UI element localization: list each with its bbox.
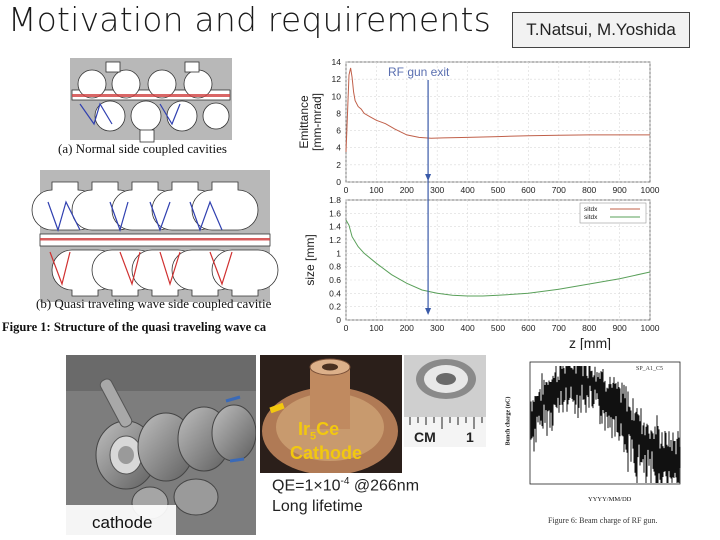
x-tick-label: 500: [491, 185, 505, 195]
x-tick-label: 400: [461, 185, 475, 195]
cavity-caption-a: (a) Normal side coupled cavities: [58, 141, 227, 156]
x-tick-label: 900: [613, 323, 627, 333]
y-tick-label: 12: [332, 74, 342, 84]
cavity-figure-caption: Figure 1: Structure of the quasi traveli…: [2, 320, 267, 334]
beam-charge-plot: [529, 361, 681, 485]
rf-gun-exit-label: RF gun exit: [388, 65, 450, 79]
x-tick-label: 800: [582, 185, 596, 195]
material-ce: Ce: [316, 419, 340, 439]
y-tick-label: 0: [336, 177, 341, 187]
y-tick-label: 0.6: [329, 275, 341, 285]
ruler-cm-text: CM: [414, 429, 436, 445]
y-tick-label: 1.6: [329, 208, 341, 218]
y-tick-label: 8: [336, 108, 341, 118]
series-line: [345, 67, 650, 153]
x-tick-label: 0: [344, 323, 349, 333]
x-tick-label: 400: [461, 323, 475, 333]
size-chart: 0 100 200 300 400 500 600 700 800 900 1000 0 0.2 0.4 0…: [303, 195, 660, 350]
x-tick-label: 900: [613, 185, 627, 195]
series-line: [345, 219, 651, 297]
x-tick-label: 600: [521, 185, 535, 195]
y-tick-label: 14: [332, 57, 342, 67]
x-tick-label: 800: [582, 323, 596, 333]
emittance-chart: 0 100 200 300 400 500 600 700 800 900 1000 0 2 4 6 8 10 1…: [297, 57, 660, 195]
y-tick-label: 1.4: [329, 222, 341, 232]
y-tick-label: 2: [336, 160, 341, 170]
x-tick-label: 1000: [641, 185, 660, 195]
x-tick-label: 200: [400, 323, 414, 333]
beam-legend: SP_A1_C5: [636, 366, 664, 372]
legend-entry: sitdx: [584, 214, 598, 221]
emittance-size-charts: 0 100 200 300 400 500 600 700 800 900 100002468101…: [297, 57, 660, 350]
y-axis-label: Emittance[mm-mrad]: [297, 93, 324, 151]
rf-gun-cad-drawing: [66, 355, 256, 535]
y-tick-label: 0.8: [329, 262, 341, 272]
beam-charge-figure: SP_A1_C5 Bunch charge (nC) YYYY/MM/DD Fi…: [505, 358, 688, 540]
cad-rendering-photo: cathode: [66, 355, 256, 535]
quantum-efficiency-text: QE=1×10-4 @266nm: [272, 476, 419, 495]
legend-entry: sitdx: [584, 206, 598, 213]
x-tick-label: 1000: [641, 323, 660, 333]
cathode-photo-drawing: [260, 355, 402, 473]
x-tick-label: 700: [552, 323, 566, 333]
arrow-head-bottom: [425, 308, 432, 315]
beam-xlabel: YYYY/MM/DD: [588, 496, 632, 503]
x-tick-label: 0: [344, 185, 349, 195]
y-tick-label: 1: [336, 248, 341, 258]
y-tick-label: 0.4: [329, 288, 341, 298]
beam-caption: Figure 6: Beam charge of RF gun.: [548, 516, 658, 525]
y-axis-label-line2: [mm-mrad]: [310, 93, 324, 151]
x-tick-label: 300: [430, 323, 444, 333]
y-tick-label: 4: [336, 143, 341, 153]
y-tick-label: 0.2: [329, 302, 341, 312]
cavity-drawing-normal: [31, 58, 279, 302]
y-tick-label: 10: [332, 91, 342, 101]
lifetime-text: Long lifetime: [272, 498, 363, 515]
cavity-caption-b: (b) Quasi traveling wave side coupled ca…: [36, 296, 272, 311]
qe-exponent: -4: [340, 476, 350, 487]
ruler-number: 1: [466, 429, 474, 445]
arrow-head-top: [425, 174, 432, 181]
qe-wavelength: @266nm: [349, 477, 420, 495]
cathode-tip-ruler-photo: CM 1: [404, 355, 486, 447]
legend-box: [579, 202, 647, 224]
material-ir: Ir: [298, 419, 311, 439]
slide-title: Motivation and requirements: [8, 0, 492, 39]
x-tick-label: 600: [521, 323, 535, 333]
y-tick-label: 0: [336, 315, 341, 325]
cavity-figure: (a) Normal side coupled cavities (b) Qua…: [0, 52, 290, 334]
cathode-word-label: Cathode: [290, 443, 362, 463]
authors-box: T.Natsui, M.Yoshida: [512, 12, 690, 48]
x-tick-label: 100: [369, 185, 383, 195]
cathode-material-label: Ir5Ce: [298, 419, 339, 443]
y-tick-label: 6: [336, 126, 341, 136]
qe-base: QE=1×10: [272, 477, 341, 495]
cathode-label: cathode: [92, 513, 153, 532]
x-tick-label: 300: [430, 185, 444, 195]
ruler-photo-drawing: [404, 355, 486, 447]
cathode-photo: Ir5Ce Cathode: [260, 355, 402, 473]
beam-ylabel: Bunch charge (nC): [505, 396, 512, 446]
material-subscript: 5: [310, 430, 317, 443]
x-tick-label: 700: [552, 185, 566, 195]
y-axis-label: size [mm]: [303, 234, 317, 285]
x-tick-label: 500: [491, 323, 505, 333]
x-axis-label: z [mm]: [569, 335, 611, 350]
rf-gun-exit-annotation: RF gun exit: [388, 65, 450, 315]
x-tick-label: 100: [369, 323, 383, 333]
y-tick-label: 1.8: [329, 195, 341, 205]
y-tick-label: 1.2: [329, 235, 341, 245]
y-axis-label-line1: Emittance: [297, 95, 311, 149]
x-tick-label: 200: [400, 185, 414, 195]
beam-charge-trace: [530, 366, 681, 483]
